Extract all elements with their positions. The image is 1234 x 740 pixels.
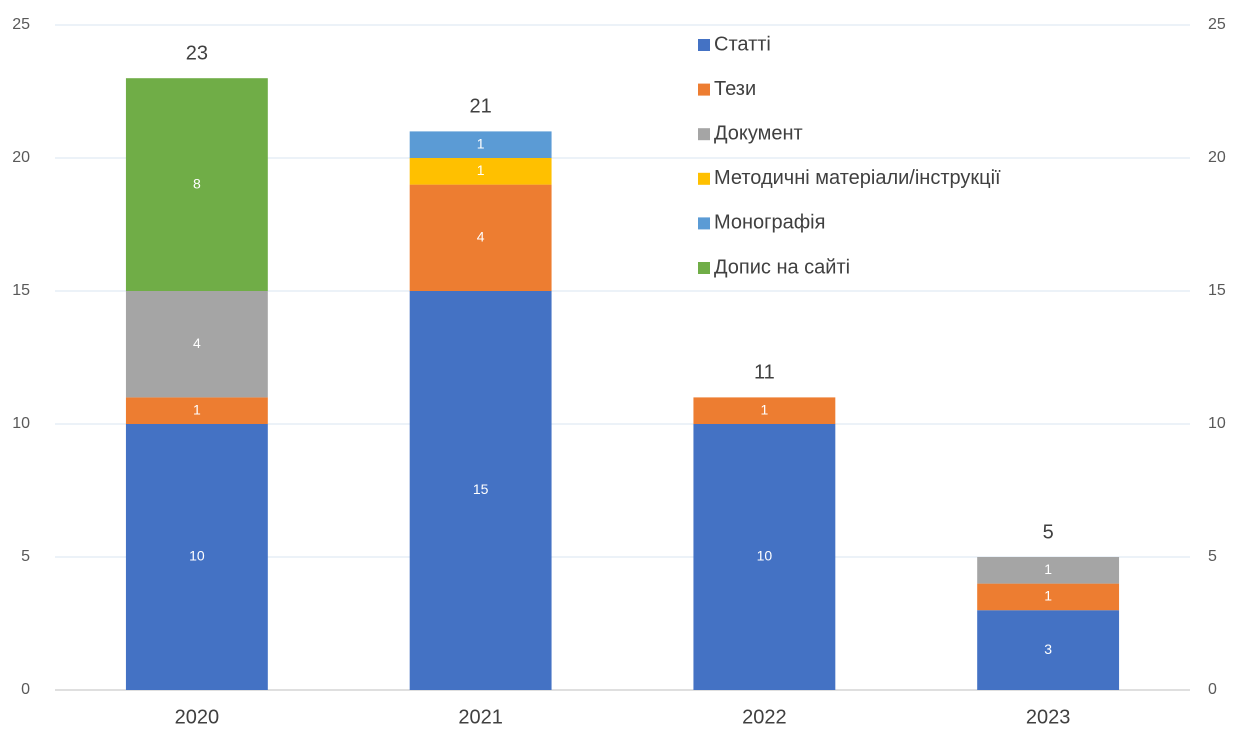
bar-segment (977, 583, 1120, 611)
bar-segment (125, 397, 268, 424)
legend-swatch (698, 172, 710, 185)
data-label: 1 (1044, 588, 1052, 604)
data-label: 10 (189, 548, 205, 564)
bar-segment (409, 291, 552, 690)
data-label: 1 (760, 401, 768, 417)
y-tick-label: 15 (12, 282, 30, 299)
legend-label: Статті (714, 33, 771, 55)
bar-segment (409, 158, 552, 185)
y-tick-label: 10 (12, 415, 30, 432)
bar-segment (125, 78, 268, 291)
total-label: 11 (754, 362, 775, 384)
legend-swatch (698, 128, 710, 141)
legend-label: Тези (714, 78, 756, 100)
data-label: 4 (477, 229, 485, 245)
y-tick-label: 20 (12, 149, 30, 166)
data-label: 1 (1044, 561, 1052, 577)
y-tick-label: 5 (21, 548, 30, 565)
x-tick-label: 2023 (1026, 706, 1071, 728)
data-label: 1 (477, 135, 485, 151)
legend-label: Документ (714, 122, 803, 144)
y2-tick-label: 25 (1208, 16, 1226, 33)
bar-segment (977, 557, 1120, 584)
y2-tick-label: 20 (1208, 149, 1226, 166)
y-tick-label: 25 (12, 16, 30, 33)
legend-swatch (698, 262, 710, 274)
legend-label: Допис на сайті (714, 256, 850, 278)
bar-segment (693, 397, 836, 424)
legend-swatch (698, 39, 710, 51)
data-label: 3 (1044, 641, 1052, 657)
legend-swatch (698, 83, 710, 96)
y2-tick-label: 15 (1208, 282, 1226, 299)
bar-segment (125, 424, 268, 690)
bar-segment (409, 131, 552, 158)
y2-tick-label: 5 (1208, 548, 1217, 565)
bar-segment (409, 184, 552, 291)
x-tick-label: 2022 (742, 706, 787, 728)
data-label: 1 (193, 401, 201, 417)
total-label: 21 (470, 96, 492, 118)
total-label: 5 (1043, 521, 1054, 543)
legend-label: Монографія (714, 212, 825, 234)
data-label: 8 (193, 175, 201, 191)
data-label: 4 (193, 335, 201, 351)
legend-label: Методичні матеріали/інструкції (714, 167, 1001, 189)
data-label: 15 (473, 481, 489, 497)
bar-segment (125, 291, 268, 398)
x-tick-label: 2021 (458, 706, 503, 728)
bar-segment (693, 424, 836, 690)
y2-tick-label: 10 (1208, 415, 1226, 432)
legend-swatch (698, 217, 710, 230)
data-label: 1 (477, 162, 485, 178)
data-label: 10 (757, 548, 773, 564)
x-tick-label: 2020 (175, 706, 220, 728)
y-tick-label: 0 (21, 681, 30, 698)
total-label: 23 (186, 42, 208, 64)
bar-segment (977, 610, 1120, 690)
y2-tick-label: 0 (1208, 681, 1217, 698)
